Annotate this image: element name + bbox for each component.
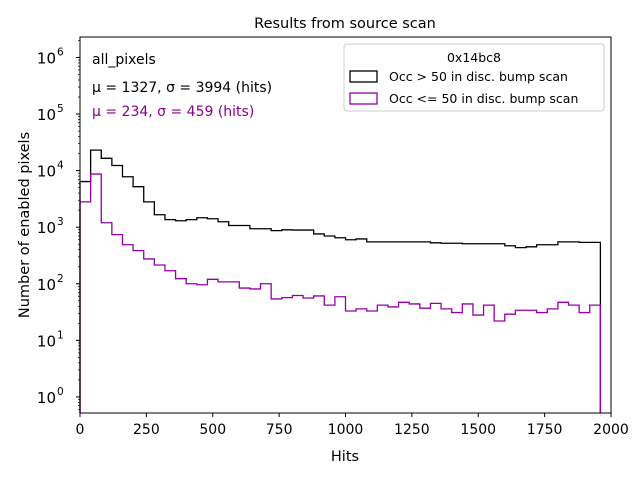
y-tick-label: 10	[37, 219, 56, 237]
legend-swatch-magenta	[349, 92, 378, 105]
y-tick-exponent: 3	[57, 216, 64, 228]
y-tick-exponent: 2	[57, 273, 64, 285]
annotation-stats-magenta: μ = 234, σ = 459 (hits)	[92, 104, 254, 120]
y-tick-label: 10	[37, 332, 56, 350]
x-tick-label: 250	[133, 422, 160, 438]
y-tick-label: 10	[37, 276, 56, 294]
x-tick-label: 750	[266, 422, 293, 438]
series-0	[79, 149, 602, 413]
series-line-magenta	[79, 173, 602, 413]
series-layer	[79, 149, 602, 413]
y-tick-exponent: 5	[57, 103, 64, 115]
legend-title: 0x14bc8	[447, 50, 501, 65]
x-tick-label: 1250	[394, 422, 430, 438]
legend-box	[343, 43, 605, 112]
y-tick-label: 10	[37, 106, 56, 124]
series-line-black	[79, 149, 602, 413]
series-1	[79, 173, 602, 413]
y-tick-exponent: 1	[57, 329, 64, 341]
x-tick-label: 2000	[593, 422, 629, 438]
legend-label-black: Occ > 50 in disc. bump scan	[389, 69, 568, 84]
chart-title: Results from source scan	[254, 16, 436, 32]
y-tick-label: 10	[37, 389, 56, 407]
x-tick-label: 1500	[460, 422, 496, 438]
x-tick-label: 1000	[328, 422, 364, 438]
y-axis-label: Number of enabled pixels	[17, 132, 33, 318]
y-tick-exponent: 4	[57, 160, 64, 172]
annotation-dataset: all_pixels	[92, 52, 156, 68]
x-tick-label: 1750	[527, 422, 563, 438]
x-axis-label: Hits	[331, 449, 359, 465]
legend-label-magenta: Occ <= 50 in disc. bump scan	[389, 91, 578, 106]
y-tick-label: 10	[37, 49, 56, 67]
legend-swatch-black	[349, 70, 378, 83]
legend: 0x14bc8 Occ > 50 in disc. bump scan Occ …	[343, 43, 605, 112]
annotations: all_pixels μ = 1327, σ = 3994 (hits) μ =…	[92, 52, 272, 120]
y-tick-label: 10	[37, 163, 56, 181]
x-tick-label: 500	[199, 422, 226, 438]
annotation-stats-black: μ = 1327, σ = 3994 (hits)	[92, 80, 272, 96]
y-tick-exponent: 0	[57, 386, 64, 398]
x-tick-label: 0	[76, 422, 85, 438]
y-tick-exponent: 6	[57, 46, 64, 58]
